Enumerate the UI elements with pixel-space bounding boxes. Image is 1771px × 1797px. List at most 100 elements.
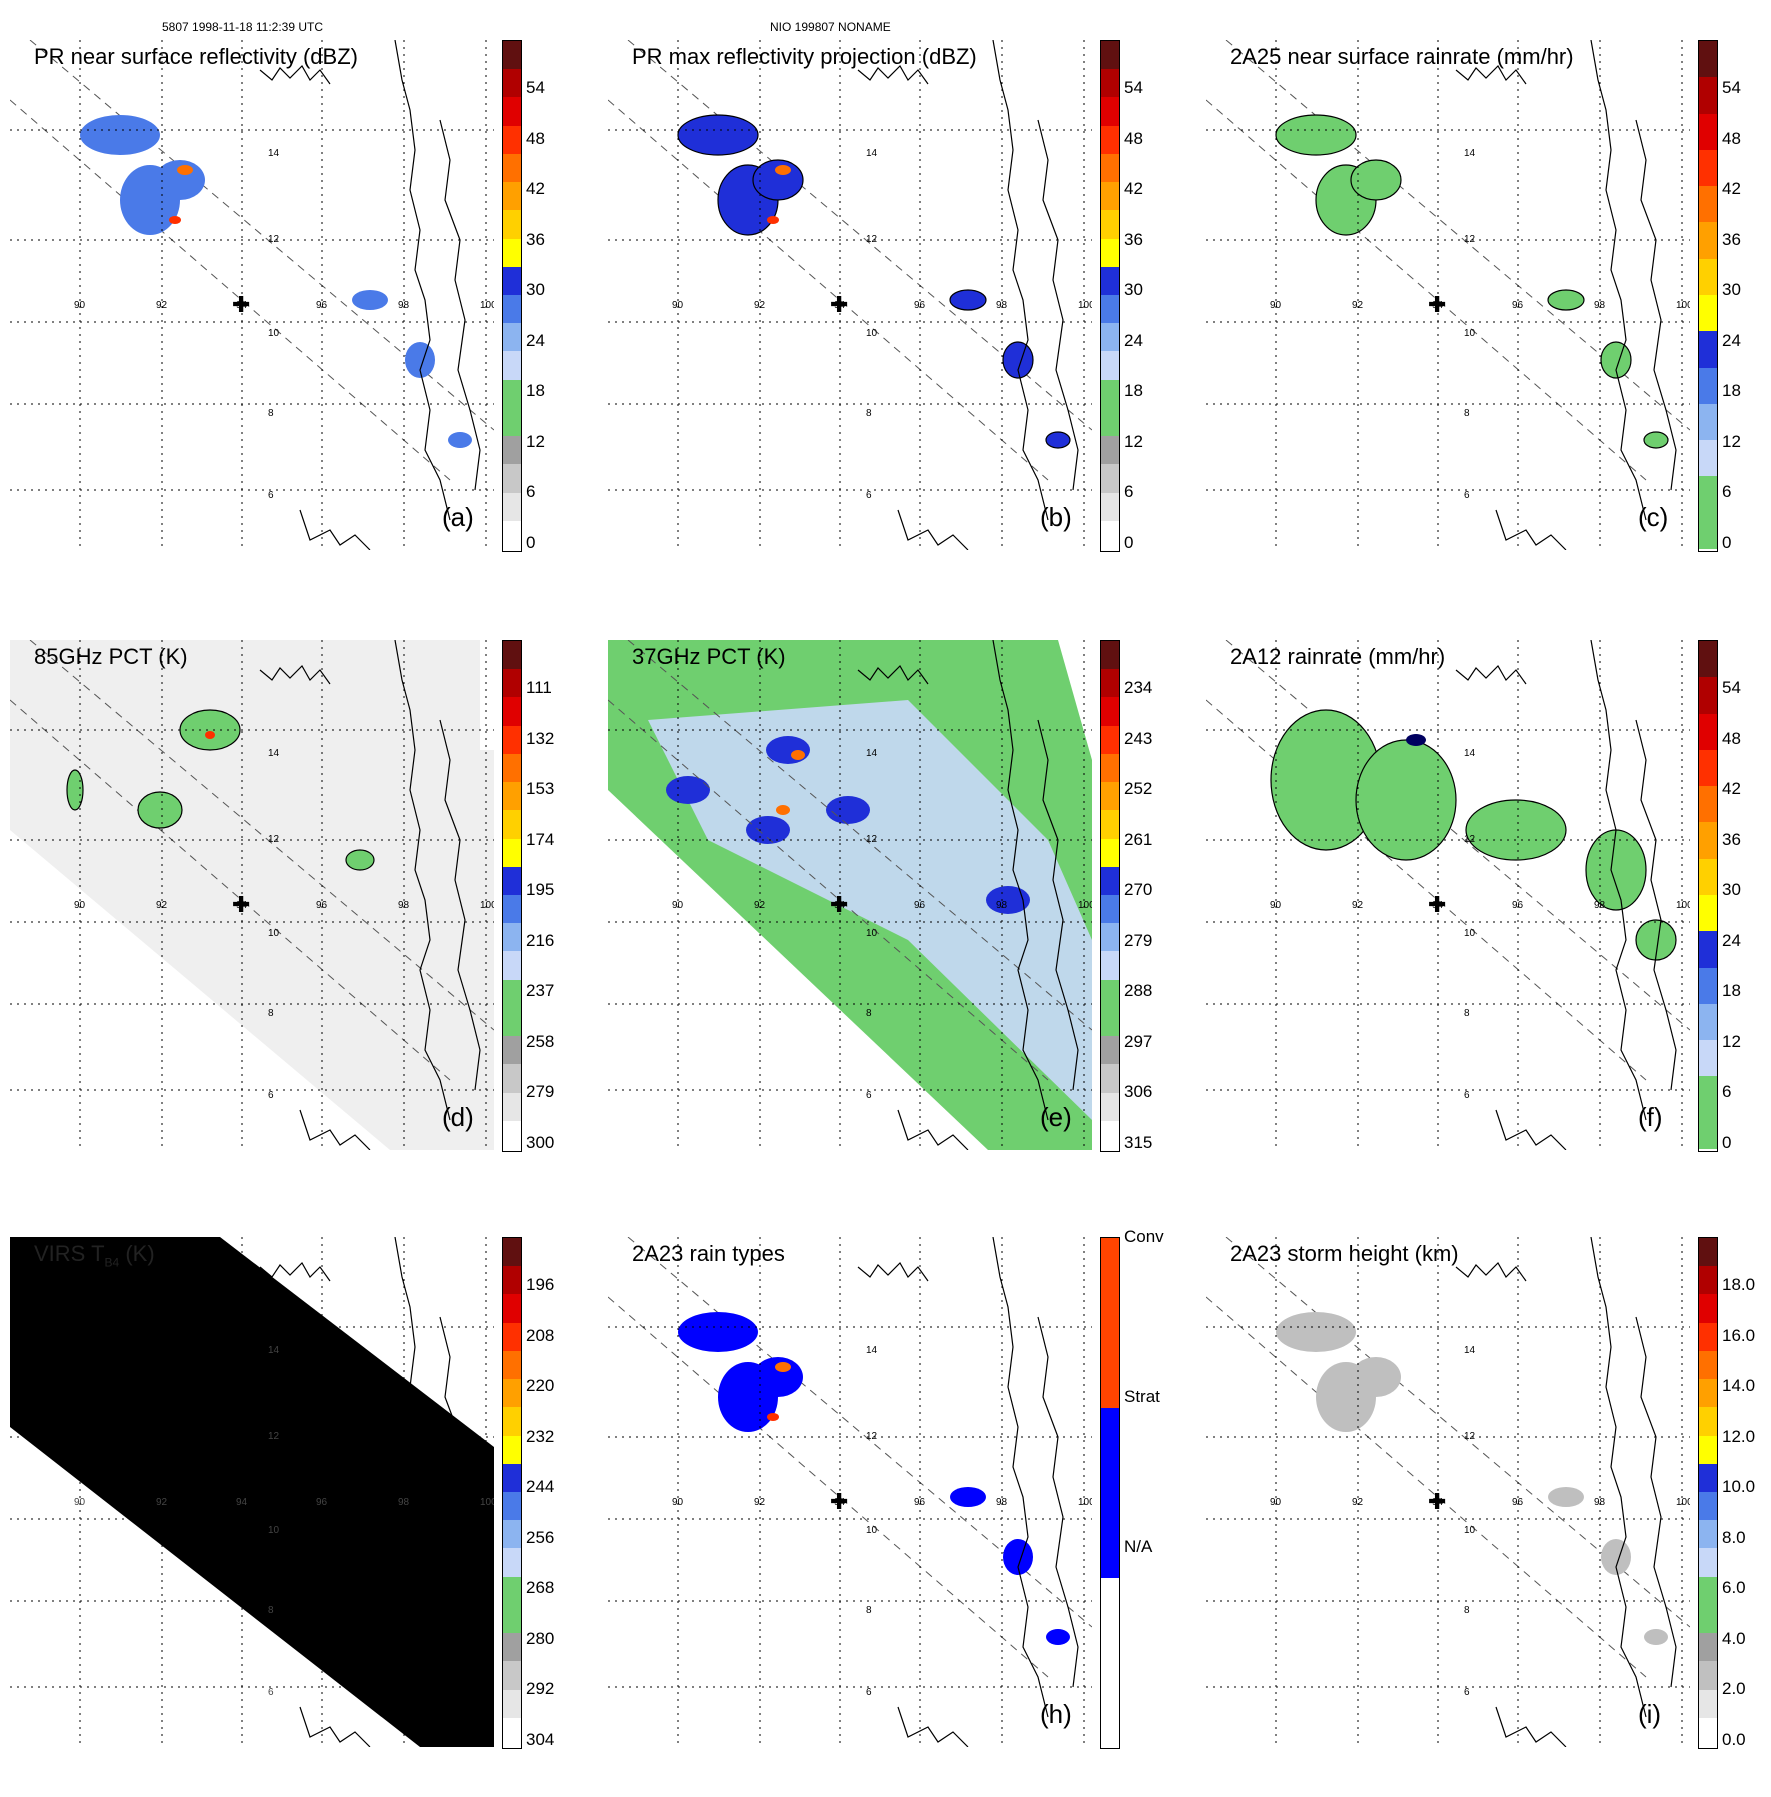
colorbar-f <box>1698 640 1718 1152</box>
colorbar-segment <box>503 1266 521 1295</box>
lat-label: 6 <box>1464 490 1470 501</box>
storm-center-icon: ✚ <box>830 293 848 318</box>
lon-label: 96 <box>914 1497 926 1508</box>
colorbar-segment <box>1699 1661 1717 1690</box>
colorbar-segment <box>1101 125 1119 154</box>
colorbar-segment <box>1101 1408 1119 1578</box>
colorbar-segment <box>1101 669 1119 698</box>
panel-label: (c) <box>1638 502 1669 532</box>
lat-label: 10 <box>268 328 280 339</box>
colorbar-segment <box>1101 210 1119 239</box>
colorbar-segment <box>503 697 521 726</box>
lat-label: 6 <box>1464 1687 1470 1698</box>
colorbar-segment <box>1699 1294 1717 1323</box>
colorbar-tick: 297 <box>1124 1031 1153 1051</box>
colorbar-segment <box>1101 492 1119 521</box>
lat-label: 6 <box>866 1090 872 1101</box>
lon-label: 92 <box>1352 1497 1364 1508</box>
colorbar-segment <box>1101 520 1119 549</box>
colorbar-tick: 111 <box>526 678 552 697</box>
lon-label: 100 <box>1676 300 1690 311</box>
colorbar-segment <box>1101 97 1119 126</box>
lat-label: 10 <box>268 928 280 939</box>
colorbar-tick: 54 <box>1722 678 1741 697</box>
colorbar-segment <box>1699 1689 1717 1718</box>
colorbar-segment <box>503 894 521 924</box>
colorbar-segment <box>1101 866 1119 895</box>
colorbar-segment <box>1101 153 1119 183</box>
colorbar-tick: 24 <box>526 330 545 350</box>
lon-label: 92 <box>156 1497 168 1508</box>
colorbar-segment <box>1101 810 1119 839</box>
lon-label: 100 <box>480 300 494 311</box>
panel-g: ✚ 90 92 94 96 98 100 14 12 10 8 6 VIRS TB4 (K) (g) 196… <box>10 1237 570 1797</box>
lon-label: 94 <box>834 300 846 311</box>
lat-label: 10 <box>866 928 878 939</box>
colorbar-segment <box>503 1120 521 1149</box>
header-left: 5807 1998-11-18 11:2:39 UTC <box>162 20 323 34</box>
colorbar-tick: 195 <box>526 880 555 900</box>
colorbar-tick: 48 <box>526 128 545 148</box>
lat-label: 14 <box>268 748 280 759</box>
colorbar-segment <box>503 866 521 895</box>
map-d: ✚ 90 92 94 96 98 100 14 12 10 8 6 <box>10 640 494 1150</box>
lon-label: 90 <box>1270 1497 1282 1508</box>
colorbar-segment <box>1699 749 1717 787</box>
colorbar-tick: 10.0 <box>1722 1477 1756 1497</box>
panel-label: (d) <box>442 1102 474 1132</box>
colorbar-segment <box>503 1604 521 1634</box>
colorbar-tick: 232 <box>526 1426 555 1446</box>
map-canvas-g: ✚ <box>10 1237 494 1747</box>
colorbar-tick: Conv <box>1124 1227 1164 1246</box>
lon-label: 92 <box>1352 900 1364 911</box>
colorbar-segment <box>1699 186 1717 223</box>
colorbar-tick: 234 <box>1124 678 1153 697</box>
colorbar-segment <box>503 125 521 154</box>
lat-label: 12 <box>866 1431 878 1442</box>
map-canvas-i: ✚ <box>1206 1237 1690 1747</box>
colorbar-segment <box>503 1463 521 1492</box>
colorbar-segment <box>1699 512 1717 549</box>
lon-label: 94 <box>1432 1497 1444 1508</box>
colorbar-segment <box>503 69 521 98</box>
colorbar-segment <box>1101 697 1119 726</box>
map-canvas-f: ✚ <box>1206 640 1690 1150</box>
colorbar-tick: 12 <box>526 431 545 451</box>
colorbar-i <box>1698 1237 1718 1749</box>
lat-label: 14 <box>268 148 280 159</box>
colorbar-tick: 54 <box>1722 78 1741 97</box>
colorbar-tick: 24 <box>1722 930 1741 950</box>
colorbar-segment <box>1101 1064 1119 1093</box>
panel-title: 37GHz PCT (K) <box>632 644 786 670</box>
colorbar-segment <box>1699 931 1717 968</box>
panel-title-text: PR max reflectivity projection (dBZ) <box>632 44 977 69</box>
panel-title: 2A12 rainrate (mm/hr) <box>1230 644 1445 670</box>
lon-label: 92 <box>156 300 168 311</box>
map-a: ✚ 90 92 94 96 98 100 14 12 10 8 6 <box>10 40 494 550</box>
colorbar-tick: 24 <box>1722 330 1741 350</box>
colorbar-segment <box>503 1407 521 1436</box>
colorbar-segment <box>503 1717 521 1746</box>
panel-title-text: 2A25 near surface rainrate (mm/hr) <box>1230 44 1574 69</box>
colorbar-segment <box>503 520 521 549</box>
colorbar-d <box>502 640 522 1152</box>
lat-label: 12 <box>1464 234 1476 245</box>
colorbar-segment <box>1699 786 1717 823</box>
lat-label: 8 <box>1464 408 1470 419</box>
storm-center-icon: ✚ <box>232 893 250 918</box>
panel-c: ✚ 90 92 94 96 98 100 14 12 10 8 6 2A25 near surface … <box>1206 40 1766 600</box>
colorbar-tick: 6 <box>1722 1082 1732 1102</box>
colorbar-segment <box>1699 1576 1717 1605</box>
lon-label: 100 <box>480 900 494 911</box>
colorbar-segment <box>1101 182 1119 211</box>
storm-center-icon: ✚ <box>232 293 250 318</box>
panel-label: (a) <box>442 502 474 532</box>
colorbar-segment <box>503 1633 521 1662</box>
lat-label: 10 <box>866 328 878 339</box>
colorbar-segment <box>1699 1350 1717 1380</box>
colorbar-tick: 48 <box>1722 728 1741 748</box>
colorbar-tick: 0 <box>1124 533 1134 552</box>
colorbar-tick: 54 <box>526 78 545 97</box>
lat-label: 8 <box>268 1605 274 1616</box>
colorbar-tick: 0 <box>1722 1133 1732 1152</box>
